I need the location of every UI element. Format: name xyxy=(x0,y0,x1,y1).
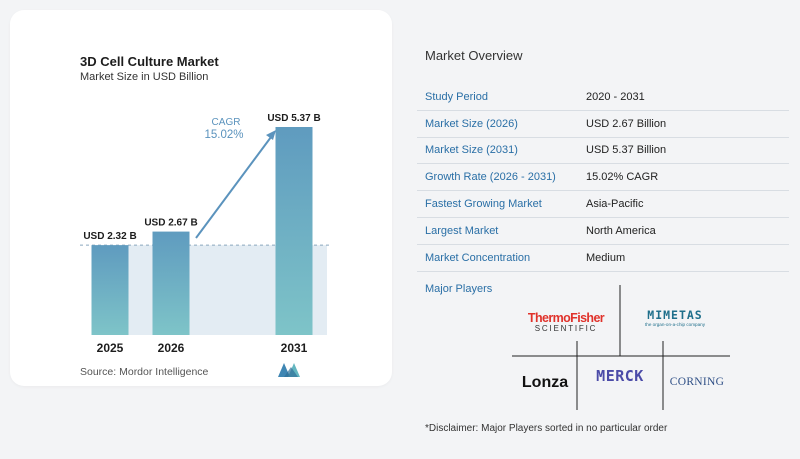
corning-logo: CORNING xyxy=(670,376,725,388)
cagr-value: 15.02% xyxy=(204,129,243,141)
row-key: Fastest Growing Market xyxy=(425,198,542,211)
bar-data-label: USD 2.67 B xyxy=(144,218,197,229)
row-value: North America xyxy=(586,224,656,237)
thermofisher-logo: ThermoFisher xyxy=(528,311,605,325)
major-players-title: Major Players xyxy=(425,283,493,295)
row-key: Study Period xyxy=(425,90,488,103)
overview-row: Growth Rate (2026 - 2031) 15.02% CAGR xyxy=(417,164,789,192)
row-key: Market Size (2026) xyxy=(425,117,518,130)
mimetas-logo: MIMETAS xyxy=(647,308,702,322)
bar xyxy=(275,127,313,335)
cagr-arrow xyxy=(195,132,275,239)
bar xyxy=(91,245,129,335)
bar-data-label: USD 5.37 B xyxy=(267,113,320,124)
mordor-logo-icon xyxy=(278,363,300,377)
merck-logo: MERCK xyxy=(596,367,644,385)
mimetas-tagline: the organ-on-a-chip company xyxy=(645,322,706,327)
row-key: Growth Rate (2026 - 2031) xyxy=(425,171,556,184)
row-value: Medium xyxy=(586,251,626,264)
x-tick-label: 2031 xyxy=(281,341,308,355)
overview-row: Market Concentration Medium xyxy=(417,245,789,272)
overview-row: Fastest Growing Market Asia-Pacific xyxy=(417,191,789,218)
thermofisher-logo-sub: SCIENTIFIC xyxy=(535,324,597,333)
lonza-logo: Lonza xyxy=(522,374,568,391)
cagr-arrowhead xyxy=(266,130,276,140)
chart-subtitle: Market Size in USD Billion xyxy=(80,71,209,83)
bar-data-label: USD 2.32 B xyxy=(83,231,136,242)
overview-row: Market Size (2031) USD 5.37 Billion xyxy=(417,138,789,165)
row-value: USD 5.37 Billion xyxy=(586,144,667,157)
bar-chart: USD 2.32 B 2025 USD 2.67 B 2026 USD 5.37 B 20… xyxy=(80,113,330,355)
row-key: Market Size (2031) xyxy=(425,144,518,157)
bar xyxy=(152,231,190,335)
x-tick-label: 2025 xyxy=(97,341,124,355)
x-tick-label: 2026 xyxy=(158,341,185,355)
overview-title: Market Overview xyxy=(425,48,523,63)
overview-row: Study Period 2020 - 2031 xyxy=(417,84,789,111)
overview-table: Study Period 2020 - 2031 Market Size (202… xyxy=(417,84,789,272)
row-value: 2020 - 2031 xyxy=(586,90,645,103)
row-value: 15.02% CAGR xyxy=(586,171,659,184)
overview-row: Largest Market North America xyxy=(417,218,789,245)
disclaimer: *Disclaimer: Major Players sorted in no … xyxy=(425,423,668,434)
cagr-label: CAGR xyxy=(212,117,241,128)
chart-title: 3D Cell Culture Market xyxy=(80,54,219,69)
overview-row: Market Size (2026) USD 2.67 Billion xyxy=(417,111,789,138)
row-key: Market Concentration xyxy=(425,251,531,264)
row-key: Largest Market xyxy=(425,224,499,237)
source-label: Source: Mordor Intelligence xyxy=(80,366,209,378)
row-value: Asia-Pacific xyxy=(586,198,644,211)
row-value: USD 2.67 Billion xyxy=(586,117,667,130)
